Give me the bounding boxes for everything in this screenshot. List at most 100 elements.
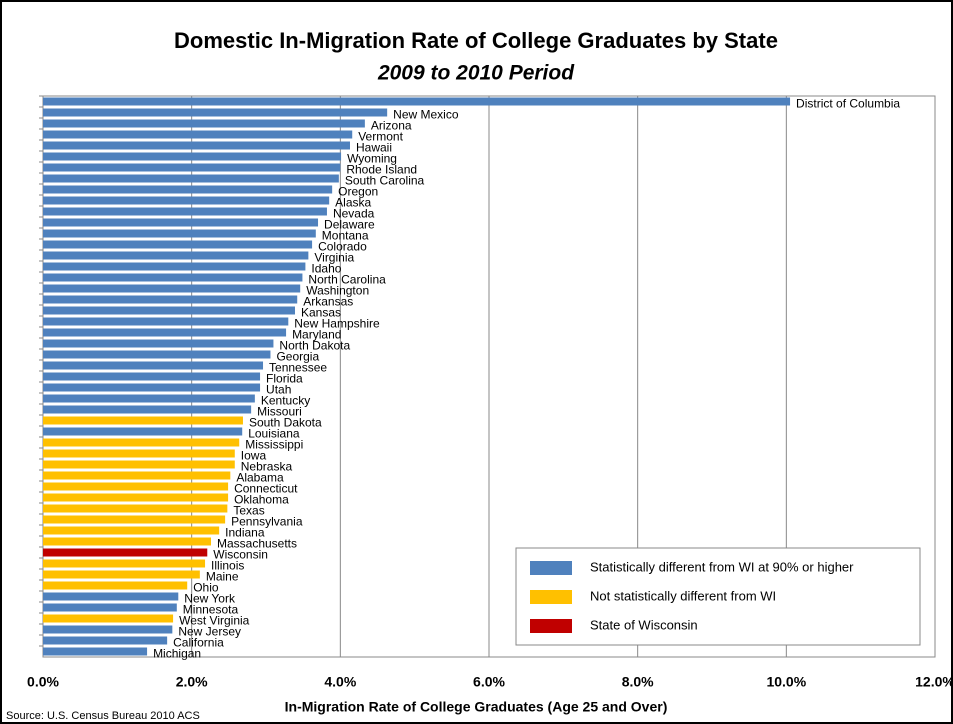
x-axis-label: In-Migration Rate of College Graduates (…: [285, 699, 668, 715]
bar: [43, 328, 287, 337]
bar: [43, 449, 235, 458]
bar: [43, 416, 243, 425]
x-tick-label: 4.0%: [324, 674, 356, 690]
x-tick-label: 2.0%: [176, 674, 208, 690]
bar-category-label: South Carolina: [345, 174, 425, 188]
bar-category-label: Vermont: [358, 130, 403, 144]
bar: [43, 592, 179, 601]
bar-category-label: Pennsylvania: [231, 515, 303, 529]
bar: [43, 636, 168, 645]
bar: [43, 647, 148, 656]
bar-category-label: Wisconsin: [213, 548, 268, 562]
bar-category-label: New York: [184, 592, 236, 606]
bar-category-label: Minnesota: [183, 603, 239, 617]
legend-swatch: [530, 590, 572, 604]
bar: [43, 548, 208, 557]
bar: [43, 262, 306, 271]
bar: [43, 295, 298, 304]
bar-category-label: Idaho: [311, 262, 341, 276]
bar-category-label: Maryland: [292, 328, 341, 342]
x-tick-label: 12.0%: [915, 674, 953, 690]
bar: [43, 383, 261, 392]
bar: [43, 152, 342, 161]
bar: [43, 361, 264, 370]
bar: [43, 405, 252, 414]
bar: [43, 240, 313, 249]
bar: [43, 251, 309, 260]
bar: [43, 372, 261, 381]
bar-category-label: Arkansas: [303, 295, 353, 309]
legend-swatch: [530, 561, 572, 575]
bar: [43, 273, 303, 282]
bar-category-label: Connecticut: [234, 482, 298, 496]
bar: [43, 306, 295, 315]
bar-category-label: South Dakota: [249, 416, 322, 430]
bar-category-label: Delaware: [324, 218, 375, 232]
bar-category-label: Kansas: [301, 306, 341, 320]
legend-label: Not statistically different from WI: [590, 588, 776, 603]
bar-category-label: Alaska: [335, 196, 371, 210]
bar: [43, 163, 341, 172]
bar: [43, 174, 339, 183]
bar-category-label: Georgia: [276, 350, 319, 364]
bar-category-label: Florida: [266, 372, 303, 386]
bar: [43, 284, 301, 293]
bar: [43, 460, 235, 469]
bar: [43, 526, 220, 535]
bar: [43, 603, 177, 612]
bar-category-label: Massachusetts: [217, 537, 297, 551]
bar-category-label: Illinois: [211, 559, 244, 573]
bar: [43, 570, 200, 579]
bar-category-label: Nevada: [333, 207, 375, 221]
bar: [43, 130, 353, 139]
bar-category-label: Arizona: [371, 119, 412, 133]
bar: [43, 493, 229, 502]
bar: [43, 350, 271, 359]
bar-category-label: District of Columbia: [796, 97, 900, 111]
legend-box: [515, 547, 921, 646]
bar: [43, 427, 243, 436]
source-note: Source: U.S. Census Bureau 2010 ACS: [6, 710, 200, 722]
bar: [43, 471, 231, 480]
bar: [43, 559, 206, 568]
bar-category-label: Mississippi: [245, 438, 303, 452]
bar: [43, 581, 188, 590]
bar: [43, 108, 388, 117]
bar: [43, 482, 229, 491]
legend-label: Statistically different from WI at 90% o…: [590, 559, 854, 574]
bar-category-label: Oregon: [338, 185, 378, 199]
bar: [43, 438, 240, 447]
bar-category-label: North Dakota: [279, 339, 350, 353]
bar-category-label: Texas: [233, 504, 264, 518]
bar-category-label: North Carolina: [308, 273, 386, 287]
bar: [43, 614, 174, 623]
bar-category-label: West Virginia: [179, 614, 250, 628]
bar-category-label: Louisiana: [248, 427, 300, 441]
bar-category-label: Tennessee: [269, 361, 327, 375]
bar-category-label: Oklahoma: [234, 493, 289, 507]
bar-category-label: Kentucky: [261, 394, 310, 408]
bar: [43, 339, 274, 348]
bar-category-label: Michigan: [153, 647, 201, 661]
bar: [43, 625, 173, 634]
chart-title: Domestic In-Migration Rate of College Gr…: [174, 28, 778, 53]
bar-category-label: Virginia: [314, 251, 354, 265]
bar: [43, 141, 350, 150]
bar: [43, 185, 333, 194]
bar-category-label: Hawaii: [356, 141, 392, 155]
bar-category-label: Nebraska: [241, 460, 293, 474]
bar-category-label: Rhode Island: [346, 163, 417, 177]
x-tick-label: 10.0%: [766, 674, 806, 690]
bar-category-label: Iowa: [241, 449, 267, 463]
bar-category-label: New Jersey: [178, 625, 241, 639]
bar-category-label: Maine: [206, 570, 239, 584]
legend-label: State of Wisconsin: [590, 617, 698, 632]
bar: [43, 515, 226, 524]
bar-category-label: Utah: [266, 383, 291, 397]
bar: [43, 537, 211, 546]
x-tick-label: 0.0%: [27, 674, 59, 690]
bar-category-label: Alabama: [236, 471, 284, 485]
bar-category-label: New Hampshire: [294, 317, 380, 331]
bar: [43, 218, 319, 227]
